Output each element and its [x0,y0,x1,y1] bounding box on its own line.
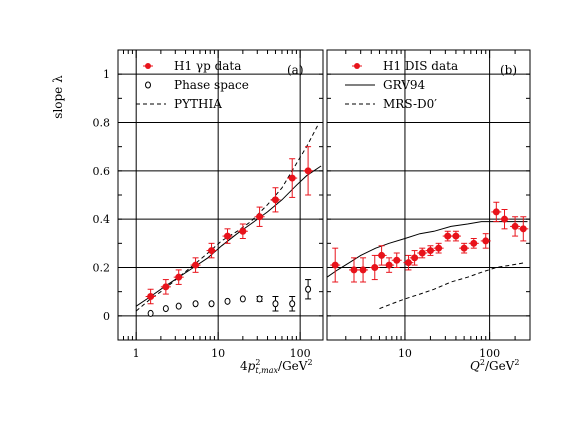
panel-a-x-title: 4p2 t,max/GeV2 [240,358,313,375]
phase-space-point [272,300,279,308]
curve-mrs-d0- [379,262,525,310]
data-point [162,283,170,291]
y-tick-label: 0 [103,310,110,323]
x-tick-label: 10 [398,347,412,360]
phase-space-point [192,300,199,308]
data-point [501,215,509,223]
data-point [470,239,478,247]
y-tick-label: 0.2 [93,262,111,275]
data-point [271,196,279,204]
data-point [492,208,500,216]
phase-space-point [147,309,154,317]
data-point [288,174,296,182]
legend-label: MRS-D0′ [383,97,437,111]
data-point [519,225,527,233]
legend-marker-data [354,63,360,69]
panel-b-frame [326,49,531,341]
panel-b-x-title: Q2/GeV2 [470,358,519,373]
x-tick-label: 100 [290,347,311,360]
panel-a: 0 0.2 0.4 0.6 0.8 1 1 10 100 H1 γp data Phase spa… [93,49,324,375]
data-point [224,232,232,240]
phase-space-point [239,295,246,303]
panel-a-frame [117,49,324,341]
phase-space-point [162,305,169,313]
data-point [331,261,339,269]
legend-label: H1 γp data [174,59,241,73]
legend-label: GRV94 [383,78,425,92]
data-point [418,249,426,257]
panel-b-ticks: 10 100 [327,49,531,360]
legend-label: PYTHIA [174,97,222,111]
x-tick-label: 10 [211,347,225,360]
y-tick-label: 0.8 [93,117,111,130]
phase-space-point [256,295,263,303]
panel-b-grid [327,50,530,340]
data-point [192,261,200,269]
panel-b-tag: (b) [500,63,517,77]
panel-a-grid [118,50,323,340]
curve-pythia [135,124,319,312]
data-point [175,273,183,281]
y-tick-label: 0.4 [93,213,111,226]
legend-marker-open [145,81,151,89]
data-point [371,264,379,271]
phase-space-point [289,300,296,308]
panel-a-curves [135,124,322,312]
data-point [359,266,367,274]
phase-space-point [305,285,312,293]
data-point [378,251,386,259]
data-point [256,213,264,221]
data-point [511,222,519,230]
y-tick-label: 0.6 [93,165,111,178]
panel-b-legend: H1 DIS data GRV94 MRS-D0′ [345,59,458,111]
x-tick-label: 1 [133,347,140,360]
data-point [452,232,460,240]
data-point [460,244,468,252]
data-point [304,167,312,175]
legend-label: H1 DIS data [383,59,458,73]
curve-grv94 [326,221,528,278]
y-tick-label: 1 [103,68,110,81]
phase-space-point [208,300,215,308]
data-point [208,247,216,255]
panel-b-curves [326,221,528,310]
panel-b: 10 100 H1 DIS data GRV94 MRS-D0′ (b) Q2/GeV… [326,49,531,373]
phase-space-point [175,302,182,310]
legend-marker-data [145,63,151,69]
panel-a-points [145,146,314,317]
y-axis-title: slope λ [51,75,65,119]
panel-a-tag: (a) [287,63,304,77]
data-point [411,254,419,262]
panel-b-points [330,201,529,283]
data-point [393,256,401,264]
legend-label: Phase space [174,78,249,92]
x-tick-label: 100 [479,347,500,360]
data-point [239,227,247,235]
phase-space-point [224,297,231,305]
panel-a-legend: H1 γp data Phase space PYTHIA [136,59,249,111]
data-point [147,293,155,300]
panel-a-ticks: 0 0.2 0.4 0.6 0.8 1 1 10 100 [93,49,323,360]
data-point [435,244,443,252]
data-point [385,261,393,269]
data-point [482,237,490,245]
data-point [444,232,452,240]
data-point [426,247,434,255]
data-point [404,259,412,267]
data-point [350,266,358,274]
